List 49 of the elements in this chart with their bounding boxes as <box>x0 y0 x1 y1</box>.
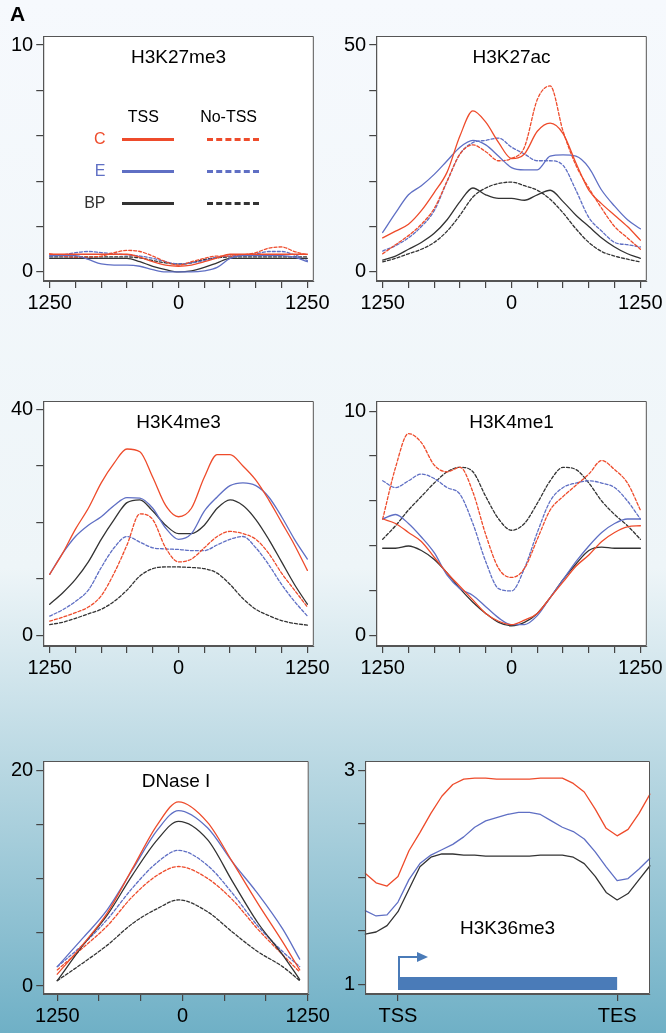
y-tick-label: 0 <box>22 973 34 996</box>
text: H3K27me3 <box>131 46 227 68</box>
x-tick-label: 0 <box>505 290 518 313</box>
x-tick-label: 0 <box>172 655 185 678</box>
y-tick-label: 50 <box>344 32 367 55</box>
x-tick-label: 0 <box>172 290 185 313</box>
x-tick-label: 0 <box>176 1003 189 1026</box>
line-series <box>49 513 309 622</box>
y-tick-label: 10 <box>11 32 34 55</box>
text: H3K36me3 <box>460 916 556 938</box>
line-series <box>382 466 642 540</box>
y-tick-label: 0 <box>355 623 367 646</box>
y-tick-label: 0 <box>22 259 34 282</box>
x-tick-label: 1250 <box>360 290 405 313</box>
y-tick-label: 3 <box>344 758 356 781</box>
x-tick-label: 1250 <box>360 655 405 678</box>
text: A <box>10 2 26 26</box>
x-tick-label: 1250 <box>285 290 330 313</box>
legend-label: BP <box>84 193 106 212</box>
text: H3K27ac <box>472 46 551 68</box>
annotation: TSS <box>127 107 159 126</box>
y-tick-label: 1 <box>344 971 356 994</box>
line-series <box>382 85 642 255</box>
text: H3K4me1 <box>469 411 554 433</box>
x-tick-label: 1250 <box>618 655 663 678</box>
line-series <box>382 137 642 252</box>
y-tick-label: 40 <box>11 396 34 419</box>
x-tick-label: 1250 <box>27 290 72 313</box>
y-tick-label: 0 <box>22 622 34 645</box>
line-series <box>49 448 309 575</box>
line-series <box>49 535 309 617</box>
text: DNase I <box>141 770 211 792</box>
line-series <box>49 499 309 605</box>
x-tick-label: 1250 <box>285 1003 330 1026</box>
x-tick-label: TES <box>597 1003 637 1026</box>
line-series <box>49 566 309 626</box>
x-tick-label: TSS <box>378 1003 418 1026</box>
annotation: No-TSS <box>200 107 258 126</box>
y-tick-label: 0 <box>355 259 367 282</box>
y-tick-label: 10 <box>344 398 367 421</box>
x-tick-label: 1250 <box>27 655 72 678</box>
legend-label: E <box>94 161 106 180</box>
x-tick-label: 1250 <box>618 290 663 313</box>
text: H3K4me3 <box>136 411 221 433</box>
x-tick-label: 1250 <box>35 1003 80 1026</box>
y-tick-label: 20 <box>11 758 34 781</box>
legend-label: C <box>93 129 106 148</box>
x-tick-label: 1250 <box>285 655 330 678</box>
x-tick-label: 0 <box>505 655 518 678</box>
